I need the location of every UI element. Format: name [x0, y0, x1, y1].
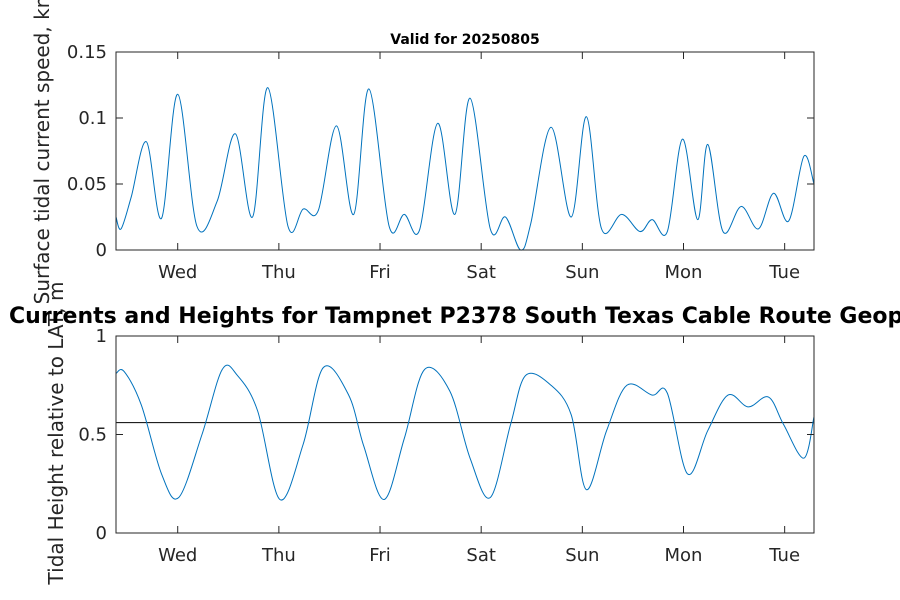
- current-speed-x-tick-label: Sun: [565, 262, 599, 283]
- current-speed-x-tick-label: Sat: [466, 262, 496, 283]
- current-speed-x-tick-label: Mon: [665, 262, 703, 283]
- tidal-height-x-tick-label: Thu: [261, 545, 296, 566]
- tidal-height-line-group: [115, 364, 815, 501]
- current-speed-y-tick-label: 0.15: [67, 42, 107, 63]
- current-speed-x-tick-label: Wed: [158, 262, 197, 283]
- current-speed-line-group: [115, 87, 815, 251]
- tidal-height-x-tick-label: Wed: [158, 545, 197, 566]
- tidal-height-y-tick-label: 0: [96, 523, 107, 544]
- current-speed-title: Valid for 20250805: [390, 32, 539, 48]
- tidal-height-series-line: [115, 364, 815, 501]
- current-speed-axes-frame: [115, 51, 815, 251]
- tidal-height-x-tick-label: Fri: [369, 545, 390, 566]
- tidal-height-y-label: Tidal Height relative to LAT, m: [44, 282, 68, 586]
- current-speed-panel: Wed Thu Fri Sat Sun Mon Tue 0 0.05 0.1 0.15 Valid…: [30, 0, 815, 304]
- tidal-height-x-tick-label: Mon: [665, 545, 703, 566]
- current-speed-y-tick-label: 0.1: [78, 108, 107, 129]
- current-speed-x-tick-label: Thu: [261, 262, 296, 283]
- figure-main-title: Tidal Currents and Heights for Tampnet P…: [0, 304, 900, 329]
- tidal-height-x-ticks: Wed Thu Fri Sat Sun Mon Tue: [158, 336, 800, 566]
- tidal-height-x-tick-label: Sat: [466, 545, 496, 566]
- current-speed-x-tick-label: Tue: [768, 262, 800, 283]
- current-speed-y-ticks: 0 0.05 0.1 0.15: [67, 42, 814, 261]
- tidal-height-axes-frame: [115, 335, 815, 534]
- current-speed-y-tick-label: 0: [96, 240, 107, 261]
- tidal-height-y-tick-label: 0.5: [78, 425, 107, 446]
- current-speed-x-tick-label: Fri: [369, 262, 390, 283]
- tidal-height-y-tick-label: 1: [96, 326, 107, 347]
- current-speed-x-ticks: Wed Thu Fri Sat Sun Mon Tue: [158, 52, 800, 283]
- tidal-height-x-tick-label: Sun: [565, 545, 599, 566]
- current-speed-series-line: [115, 87, 815, 251]
- current-speed-y-label: Surface tidal current speed, kn: [30, 0, 54, 304]
- tidal-height-x-tick-label: Tue: [768, 545, 800, 566]
- current-speed-y-tick-label: 0.05: [67, 174, 107, 195]
- tidal-height-panel: Wed Thu Fri Sat Sun Mon Tue 0 0.5 1 Tidal Height…: [44, 282, 815, 586]
